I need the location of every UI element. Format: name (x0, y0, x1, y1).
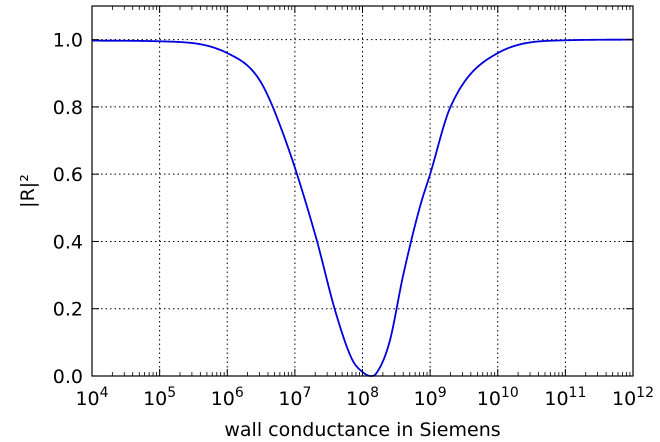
x-tick-label: 105 (143, 385, 176, 410)
x-tick-label: 109 (414, 385, 447, 410)
grid (92, 6, 633, 376)
x-axis-title: wall conductance in Siemens (224, 419, 500, 441)
y-axis-title: |R|² (17, 174, 39, 208)
ticks (91, 6, 634, 377)
plot-frame (91, 5, 634, 377)
x-tick-label: 107 (278, 385, 311, 410)
y-tick-label: 0.8 (53, 97, 83, 119)
y-tick-label: 1.0 (53, 30, 83, 52)
y-tick-label: 0.4 (53, 231, 83, 253)
x-tick-label: 104 (75, 385, 108, 410)
y-tick-label: 0.6 (53, 164, 83, 186)
x-tick-label: 1011 (544, 385, 586, 410)
x-tick-label: 1010 (477, 385, 519, 410)
x-tick-labels: 104 105 106 107 108 109 1010 1011 1012 (75, 385, 654, 410)
x-tick-label: 108 (346, 385, 379, 410)
y-tick-label: 0.0 (53, 366, 83, 388)
y-tick-labels: 0.0 0.2 0.4 0.6 0.8 1.0 (53, 30, 83, 388)
x-tick-label: 106 (211, 385, 244, 410)
y-tick-label: 0.2 (53, 299, 83, 321)
x-tick-label: 1012 (612, 385, 654, 410)
